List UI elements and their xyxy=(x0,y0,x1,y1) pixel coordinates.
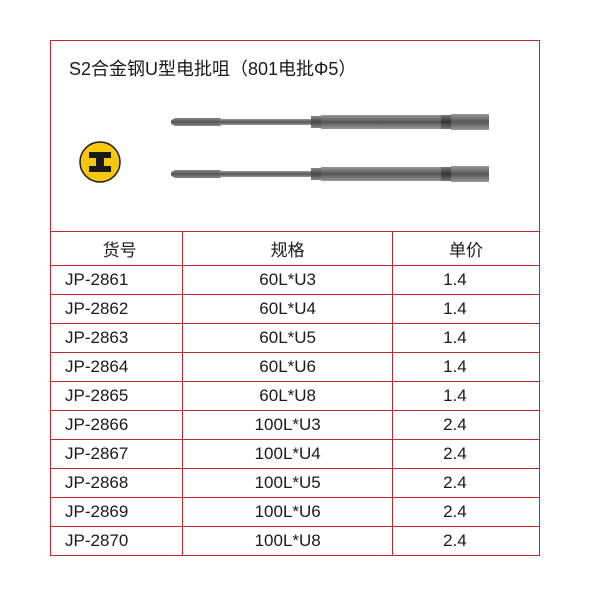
header-sku: 货号 xyxy=(51,232,183,266)
table-row: JP-286560L*U81.4 xyxy=(51,382,539,411)
cell-spec: 100L*U3 xyxy=(183,411,393,440)
cell-sku: JP-2869 xyxy=(51,498,183,527)
table-row: JP-2868100L*U52.4 xyxy=(51,469,539,498)
cell-price: 2.4 xyxy=(393,411,539,440)
cell-price: 1.4 xyxy=(393,382,539,411)
cell-spec: 60L*U4 xyxy=(183,295,393,324)
table-row: JP-286160L*U31.4 xyxy=(51,266,539,295)
cell-sku: JP-2865 xyxy=(51,382,183,411)
cell-spec: 60L*U8 xyxy=(183,382,393,411)
cell-price: 1.4 xyxy=(393,353,539,382)
cell-spec: 100L*U6 xyxy=(183,498,393,527)
table-header-row: 货号 规格 单价 xyxy=(51,232,539,266)
spec-table: 货号 规格 单价 JP-286160L*U31.4JP-286260L*U41.… xyxy=(51,231,539,555)
product-bits-illustration xyxy=(171,111,511,215)
cell-spec: 100L*U5 xyxy=(183,469,393,498)
cell-sku: JP-2870 xyxy=(51,527,183,556)
cell-price: 2.4 xyxy=(393,469,539,498)
table-row: JP-286260L*U41.4 xyxy=(51,295,539,324)
header-spec: 规格 xyxy=(183,232,393,266)
cell-sku: JP-2866 xyxy=(51,411,183,440)
header-price: 单价 xyxy=(393,232,539,266)
cell-sku: JP-2863 xyxy=(51,324,183,353)
product-card: S2合金钢U型电批咀（801电批Φ5） xyxy=(50,40,540,556)
cell-price: 2.4 xyxy=(393,440,539,469)
brand-logo-icon xyxy=(79,141,121,183)
cell-price: 2.4 xyxy=(393,498,539,527)
table-row: JP-2870100L*U82.4 xyxy=(51,527,539,556)
cell-price: 1.4 xyxy=(393,295,539,324)
cell-spec: 60L*U3 xyxy=(183,266,393,295)
cell-sku: JP-2861 xyxy=(51,266,183,295)
cell-price: 1.4 xyxy=(393,266,539,295)
table-row: JP-2867100L*U42.4 xyxy=(51,440,539,469)
cell-spec: 100L*U8 xyxy=(183,527,393,556)
cell-spec: 60L*U5 xyxy=(183,324,393,353)
product-image-area xyxy=(51,91,539,231)
cell-spec: 60L*U6 xyxy=(183,353,393,382)
cell-sku: JP-2862 xyxy=(51,295,183,324)
cell-price: 2.4 xyxy=(393,527,539,556)
table-row: JP-286360L*U51.4 xyxy=(51,324,539,353)
cell-sku: JP-2868 xyxy=(51,469,183,498)
cell-sku: JP-2864 xyxy=(51,353,183,382)
cell-price: 1.4 xyxy=(393,324,539,353)
bit-illustration xyxy=(171,163,511,185)
bit-illustration xyxy=(171,111,511,133)
product-title: S2合金钢U型电批咀（801电批Φ5） xyxy=(51,41,539,91)
table-row: JP-286460L*U61.4 xyxy=(51,353,539,382)
table-row: JP-2869100L*U62.4 xyxy=(51,498,539,527)
cell-sku: JP-2867 xyxy=(51,440,183,469)
table-row: JP-2866100L*U32.4 xyxy=(51,411,539,440)
cell-spec: 100L*U4 xyxy=(183,440,393,469)
